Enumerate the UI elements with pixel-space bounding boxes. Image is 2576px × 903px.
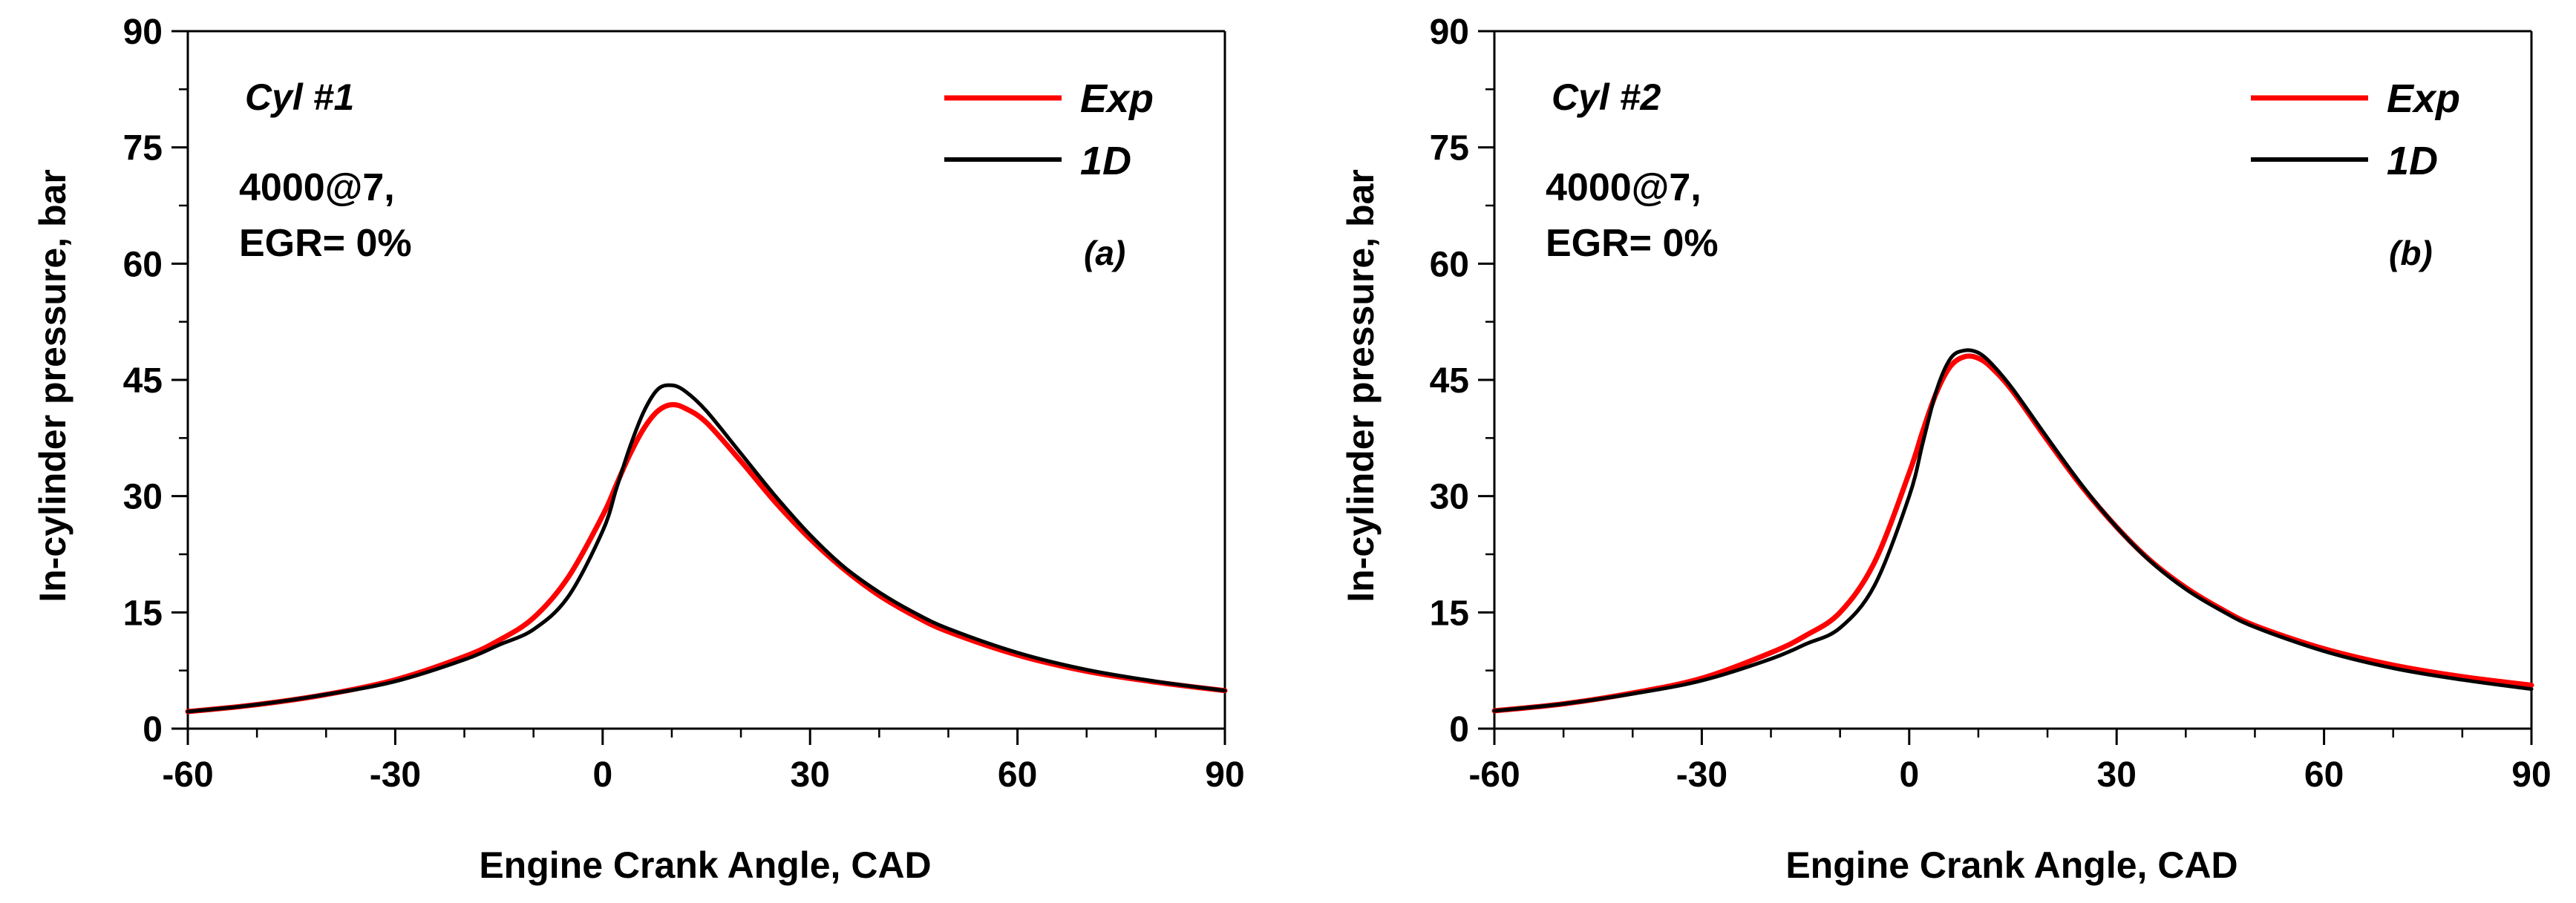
chart-panel-a: 0 15 30 45 60 75 90 -60 -30 0 30 60 90 Cyl #1 4000@7… bbox=[32, 13, 1245, 886]
x-tick-label: 90 bbox=[2511, 755, 2551, 795]
x-tick-label: 0 bbox=[1899, 755, 1919, 795]
y-tick-label: 45 bbox=[123, 361, 163, 401]
legend-label-exp: Exp bbox=[1080, 76, 1154, 121]
x-tick-label: 30 bbox=[2097, 755, 2137, 795]
y-tick-label: 30 bbox=[123, 478, 163, 517]
series-line-exp bbox=[1491, 353, 2534, 714]
legend-label-exp: Exp bbox=[2387, 76, 2460, 121]
y-tick-label: 0 bbox=[1449, 710, 1469, 749]
panel-label: (a) bbox=[1084, 234, 1125, 272]
ticks: 0 15 30 45 60 75 90 -60 -30 0 30 60 90 bbox=[1430, 13, 2552, 795]
x-tick-label: 60 bbox=[998, 755, 1037, 795]
axes-frame bbox=[186, 30, 1226, 730]
y-tick-label: 90 bbox=[123, 13, 163, 52]
y-tick-label: 60 bbox=[1430, 245, 1469, 284]
y-tick-label: 30 bbox=[1430, 478, 1469, 517]
series-line-1d bbox=[186, 383, 1227, 714]
condition-line1: 4000@7, bbox=[239, 166, 395, 209]
x-tick-label: -60 bbox=[162, 755, 213, 795]
axes-frame bbox=[1493, 30, 2533, 730]
y-tick-label: 15 bbox=[1430, 594, 1469, 633]
condition-line2: EGR= 0% bbox=[1546, 222, 1719, 265]
series-line-1d bbox=[1492, 348, 2534, 713]
y-tick-label: 75 bbox=[123, 129, 163, 168]
y-axis-title: In-cylinder pressure, bar bbox=[1340, 169, 1382, 602]
series-line-exp bbox=[185, 401, 1228, 715]
cylinder-label: Cyl #1 bbox=[245, 76, 354, 118]
y-tick-label: 60 bbox=[123, 245, 163, 284]
x-axis-title: Engine Crank Angle, CAD bbox=[479, 844, 931, 886]
x-tick-label: -30 bbox=[1676, 755, 1727, 795]
y-tick-label: 90 bbox=[1430, 13, 1469, 52]
x-tick-label: 0 bbox=[592, 755, 612, 795]
condition-line2: EGR= 0% bbox=[239, 222, 412, 265]
x-axis-title: Engine Crank Angle, CAD bbox=[1785, 844, 2237, 886]
x-tick-label: 90 bbox=[1205, 755, 1244, 795]
series-group bbox=[185, 383, 1228, 715]
cylinder-label: Cyl #2 bbox=[1552, 76, 1661, 118]
chart-panel-b: 0 15 30 45 60 75 90 -60 -30 0 30 60 90 Cyl #2 4000@7… bbox=[1340, 13, 2552, 886]
y-axis-title: In-cylinder pressure, bar bbox=[32, 169, 73, 602]
x-tick-label: 30 bbox=[791, 755, 830, 795]
condition-line1: 4000@7, bbox=[1546, 166, 1701, 209]
series-group bbox=[1491, 348, 2534, 714]
y-tick-label: 15 bbox=[123, 594, 163, 633]
y-tick-label: 75 bbox=[1430, 129, 1469, 168]
legend-label-1d: 1D bbox=[1080, 139, 1131, 183]
y-tick-label: 0 bbox=[143, 710, 163, 749]
x-tick-label: -60 bbox=[1468, 755, 1520, 795]
y-tick-label: 45 bbox=[1430, 361, 1469, 401]
legend-label-1d: 1D bbox=[2387, 139, 2438, 183]
panel-label: (b) bbox=[2389, 234, 2433, 272]
ticks: 0 15 30 45 60 75 90 -60 -30 0 30 60 90 bbox=[123, 13, 1245, 795]
x-tick-label: -30 bbox=[370, 755, 421, 795]
x-tick-label: 60 bbox=[2304, 755, 2344, 795]
